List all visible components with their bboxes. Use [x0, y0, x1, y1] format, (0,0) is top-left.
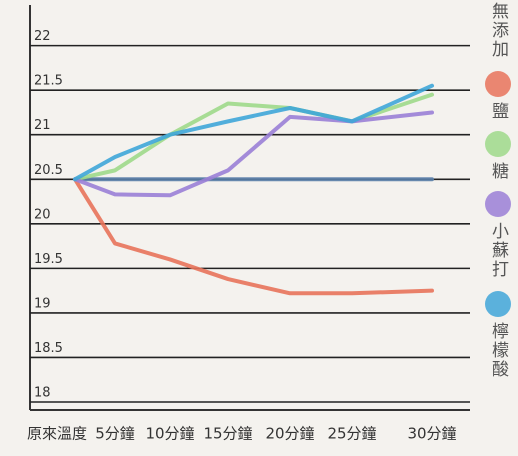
x-tick-label: 20分鐘: [265, 425, 314, 443]
y-tick-label: 18: [34, 386, 51, 401]
y-tick-label: 21.5: [34, 74, 63, 89]
legend-label: 鹽: [488, 102, 509, 121]
x-tick-label: 30分鐘: [407, 425, 456, 443]
y-tick-label: 19: [34, 296, 51, 311]
y-tick-label: 18.5: [34, 341, 63, 356]
legend-swatch: [485, 71, 511, 97]
x-tick-label: 15分鐘: [203, 425, 252, 443]
y-tick-label: 20.5: [34, 163, 63, 178]
legend-label: 檸檬酸: [488, 322, 509, 379]
x-tick-label: 10分鐘: [145, 425, 194, 443]
x-tick-label: 原來溫度: [27, 425, 87, 443]
y-tick-label: 20: [34, 207, 51, 222]
y-tick-label: 21: [34, 118, 51, 133]
x-tick-label: 5分鐘: [95, 425, 135, 443]
legend-label: 無添加: [488, 2, 509, 59]
chart: 18 18.5 19 19.5 20 20.5 21 21.5 22 原來溫度 5分鐘 10分鐘 15分…: [0, 0, 518, 456]
legend-label: 小蘇打: [488, 222, 509, 279]
paper: [0, 0, 518, 456]
legend-swatch: [485, 291, 511, 317]
y-tick-label: 19.5: [34, 252, 63, 267]
y-tick-label: 22: [34, 29, 51, 44]
legend-swatch: [485, 191, 511, 217]
x-tick-label: 25分鐘: [327, 425, 376, 443]
legend-swatch: [485, 131, 511, 157]
legend-label: 糖: [488, 162, 509, 181]
